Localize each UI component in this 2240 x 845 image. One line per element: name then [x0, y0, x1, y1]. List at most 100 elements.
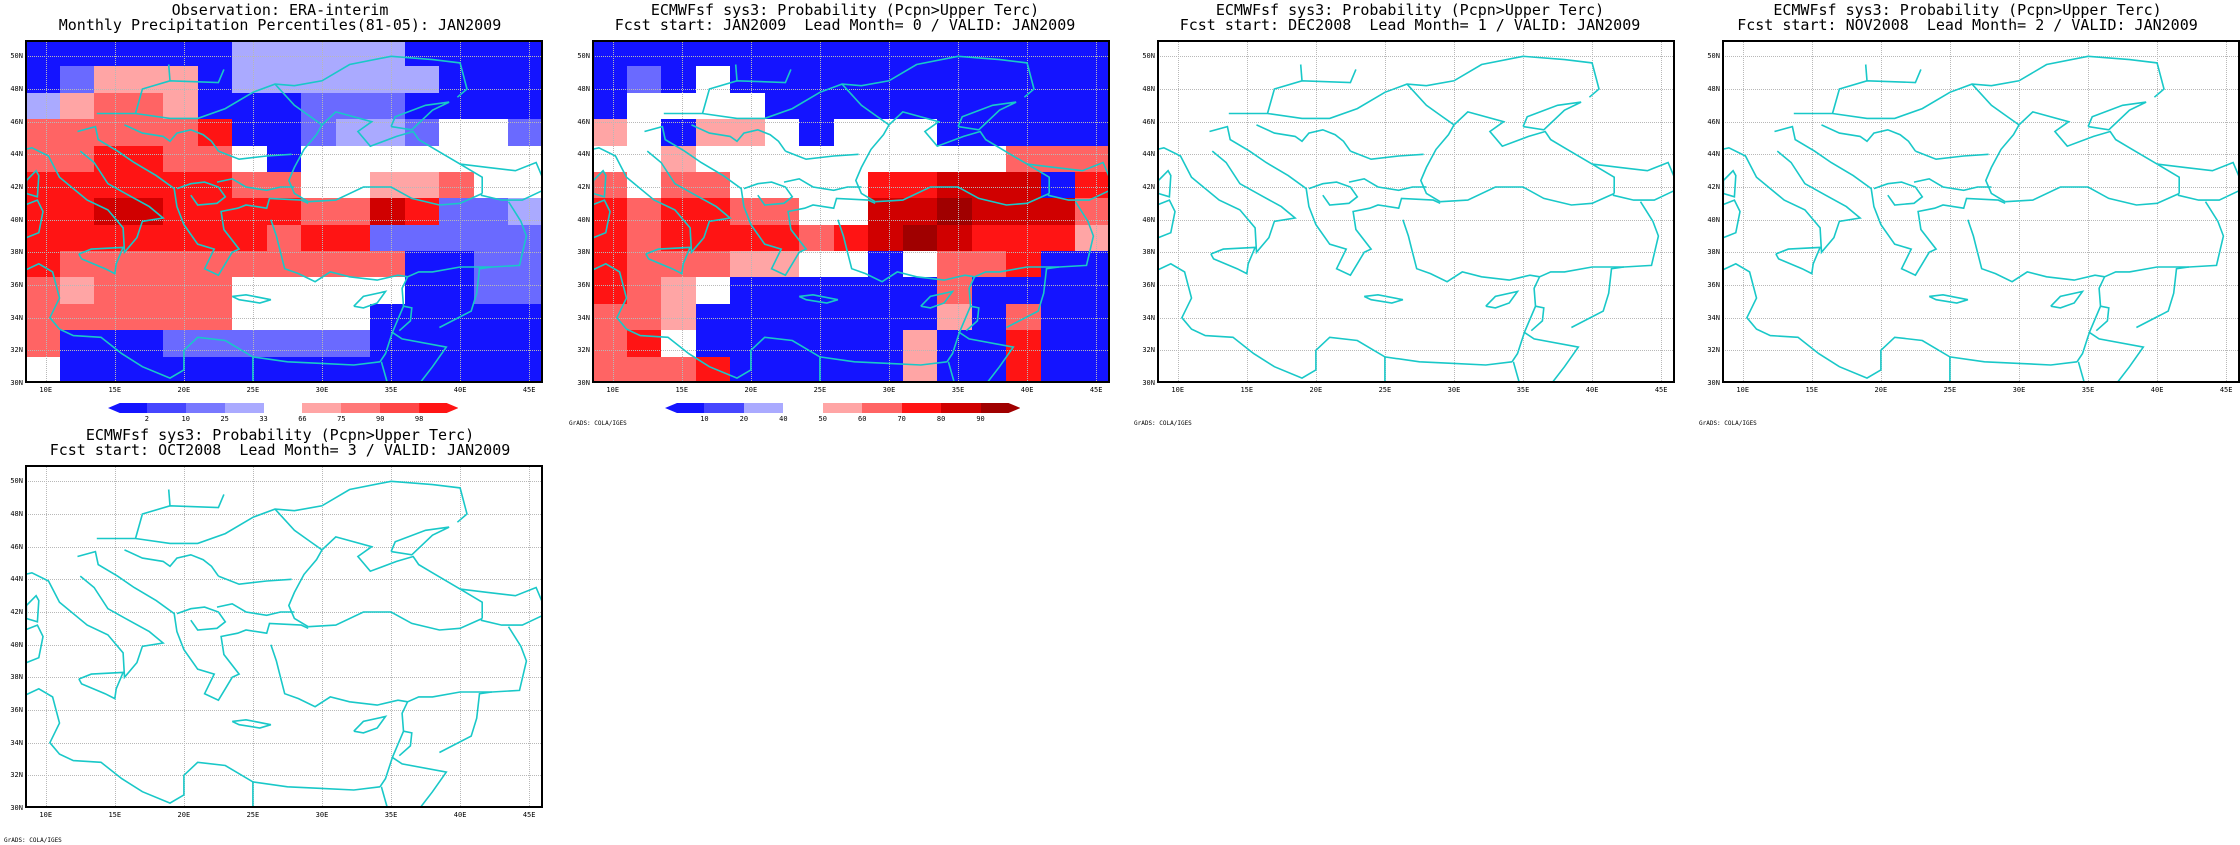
graticule-parallel	[25, 56, 543, 58]
grid-cell	[232, 119, 268, 147]
grid-cell	[94, 40, 130, 67]
grid-cell	[473, 66, 510, 94]
graticule-parallel	[25, 546, 543, 548]
coastline	[460, 586, 543, 626]
coastline	[1539, 201, 1660, 278]
graticule-parallel	[25, 219, 543, 221]
grid-cell	[473, 40, 510, 67]
graticule-meridian	[1811, 40, 1813, 383]
coastline	[460, 161, 543, 201]
colorbar-swatch	[224, 403, 265, 413]
longitude-tick-label: 35E	[2081, 386, 2095, 394]
grid-cell	[730, 277, 766, 305]
grid-cell	[661, 198, 697, 226]
graticule-parallel	[1722, 350, 2240, 352]
coastline	[390, 101, 450, 131]
panel-lead-month-1: ECMWFsf sys3: Probability (Pcpn>Upper Te…	[1130, 0, 1690, 427]
graticule-meridian	[1027, 40, 1029, 383]
grads-credit: GrADS: COLA/IGES	[1699, 420, 1757, 427]
grid-cell	[1006, 251, 1042, 279]
coastline	[1722, 199, 1741, 239]
grid-cell	[25, 224, 61, 252]
grid-cell	[902, 145, 938, 173]
latitude-tick-label: 30N	[10, 804, 23, 812]
coastline	[216, 177, 295, 192]
coastline	[308, 611, 483, 631]
grid-cell	[868, 40, 904, 67]
grid-cell	[730, 356, 766, 383]
latitude-tick-label: 48N	[577, 85, 590, 93]
coastline	[218, 575, 292, 586]
grid-cell	[764, 66, 800, 94]
coastline	[691, 124, 787, 152]
graticule-meridian	[183, 40, 185, 383]
grid-cell	[370, 66, 406, 94]
grid-cell	[971, 66, 1007, 94]
grid-cell	[902, 251, 938, 279]
coastline	[1440, 186, 1615, 206]
panel-title-line-1: ECMWFsf sys3: Probability (Pcpn>Upper Te…	[1215, 1, 1605, 19]
grid-cell	[661, 251, 697, 279]
map-area	[592, 40, 1110, 383]
graticule-parallel	[25, 514, 543, 515]
grid-cell	[197, 277, 233, 305]
graticule-parallel	[592, 219, 1110, 221]
latitude-tick-label: 50N	[577, 52, 590, 61]
coastline	[134, 494, 225, 539]
grid-cell	[197, 224, 233, 252]
grid-cell	[335, 251, 371, 279]
coastline	[1210, 246, 1257, 275]
grid-cell	[439, 145, 475, 173]
longitude-tick-label: 40E	[1020, 386, 1034, 394]
latitude-tick-label: 40N	[10, 215, 23, 224]
coastline	[439, 691, 493, 754]
grid-cell	[937, 40, 973, 67]
colorbar-swatch	[665, 403, 705, 413]
graticule-parallel	[1157, 121, 1675, 123]
coastline	[1266, 69, 1357, 114]
grid-cell	[937, 277, 973, 305]
grid-cell	[508, 92, 543, 120]
grid-cell	[232, 303, 268, 331]
panel-title-line-1: ECMWFsf sys3: Probability (Pcpn>Upper Te…	[650, 1, 1040, 19]
grid-cell	[695, 277, 731, 305]
coastline	[1157, 146, 1297, 255]
grid-cell	[59, 92, 95, 120]
coastline	[124, 549, 220, 577]
grid-cell	[592, 66, 628, 94]
grid-cell	[1006, 330, 1042, 358]
coastline	[1402, 219, 1541, 363]
coastline	[1256, 124, 1352, 152]
grid-cell	[404, 330, 440, 358]
grid-cell	[128, 303, 164, 331]
grid-cell	[370, 198, 406, 226]
grid-cell	[335, 303, 371, 331]
grid-cell	[94, 92, 130, 120]
grid-cell	[370, 277, 406, 305]
graticule-parallel	[1722, 285, 2240, 286]
graticule-meridian	[1177, 40, 1179, 383]
latitude-tick-label: 34N	[577, 313, 590, 322]
grid-cell	[626, 198, 662, 226]
latitude-tick-label: 30N	[1707, 379, 1720, 387]
grid-cell	[266, 198, 302, 226]
grid-cell	[592, 119, 628, 147]
grid-cell	[730, 303, 766, 331]
grid-cell	[764, 40, 800, 67]
grid-cell	[404, 277, 440, 305]
coastline-layer	[592, 55, 1110, 383]
grid-cell	[439, 251, 475, 279]
grid-cell	[25, 330, 61, 358]
grid-cell	[94, 356, 130, 383]
grid-cell	[301, 330, 337, 358]
grid-cell	[94, 119, 130, 147]
grid-cell	[902, 356, 938, 383]
grid-cell	[695, 145, 731, 173]
coastline	[308, 186, 483, 206]
grid-cell	[508, 145, 543, 173]
colorbar-swatch	[980, 403, 1021, 413]
longitude-tick-label: 35E	[384, 811, 398, 819]
colorbar-swatch	[380, 403, 420, 413]
grid-cell	[833, 224, 869, 252]
coastline	[274, 83, 323, 126]
